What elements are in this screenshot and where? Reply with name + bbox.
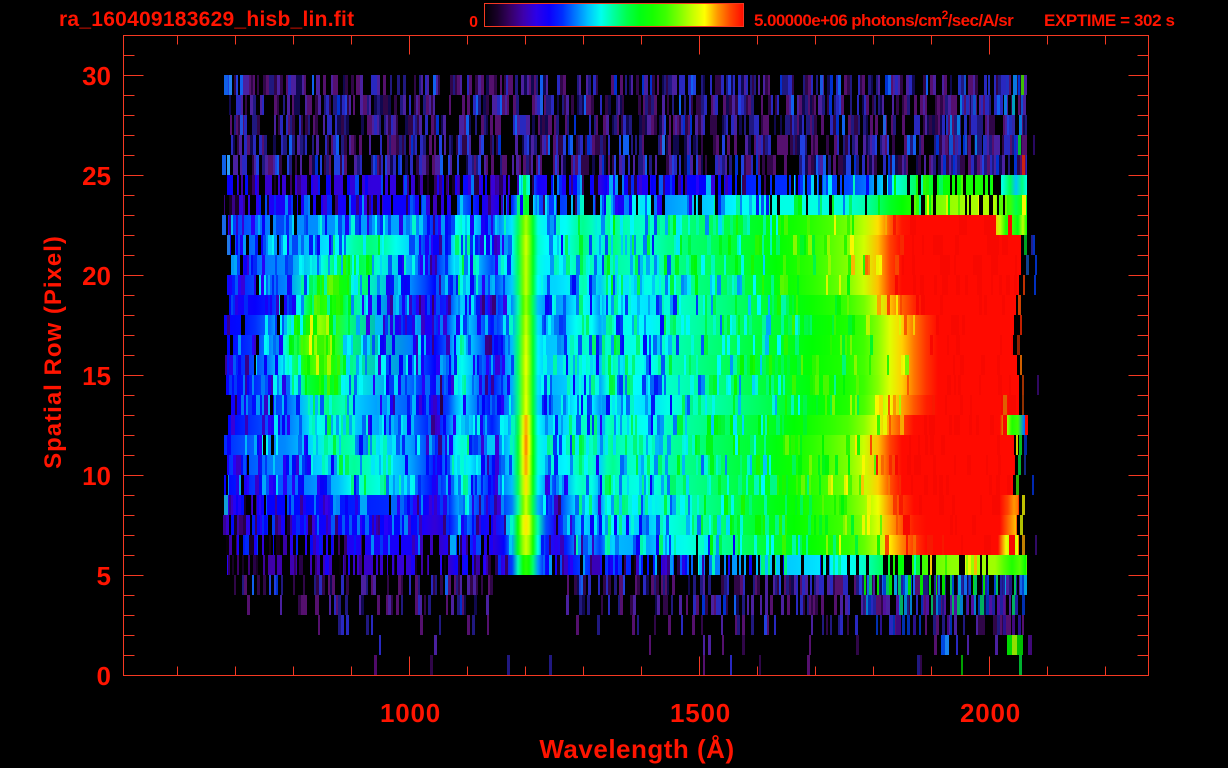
svg-text:1500: 1500 (670, 698, 731, 728)
svg-text:Wavelength (Å): Wavelength (Å) (539, 734, 734, 764)
svg-text:0: 0 (469, 14, 478, 31)
svg-text:15: 15 (82, 361, 111, 391)
svg-text:20: 20 (82, 261, 111, 291)
svg-text:ra_160409183629_hisb_lin.fit: ra_160409183629_hisb_lin.fit (59, 8, 354, 31)
svg-text:2000: 2000 (960, 698, 1021, 728)
svg-text:1000: 1000 (380, 698, 441, 728)
svg-text:Spatial Row (Pixel): Spatial Row (Pixel) (40, 235, 67, 469)
svg-text:EXPTIME = 302 s: EXPTIME = 302 s (1044, 11, 1175, 30)
svg-text:5: 5 (97, 561, 111, 591)
svg-text:30: 30 (82, 61, 111, 91)
svg-text:10: 10 (82, 461, 111, 491)
svg-text:25: 25 (82, 161, 111, 191)
svg-text:0: 0 (97, 661, 111, 691)
svg-text:5.00000e+06 photons/cm2/sec/A/: 5.00000e+06 photons/cm2/sec/A/sr (754, 8, 1014, 30)
